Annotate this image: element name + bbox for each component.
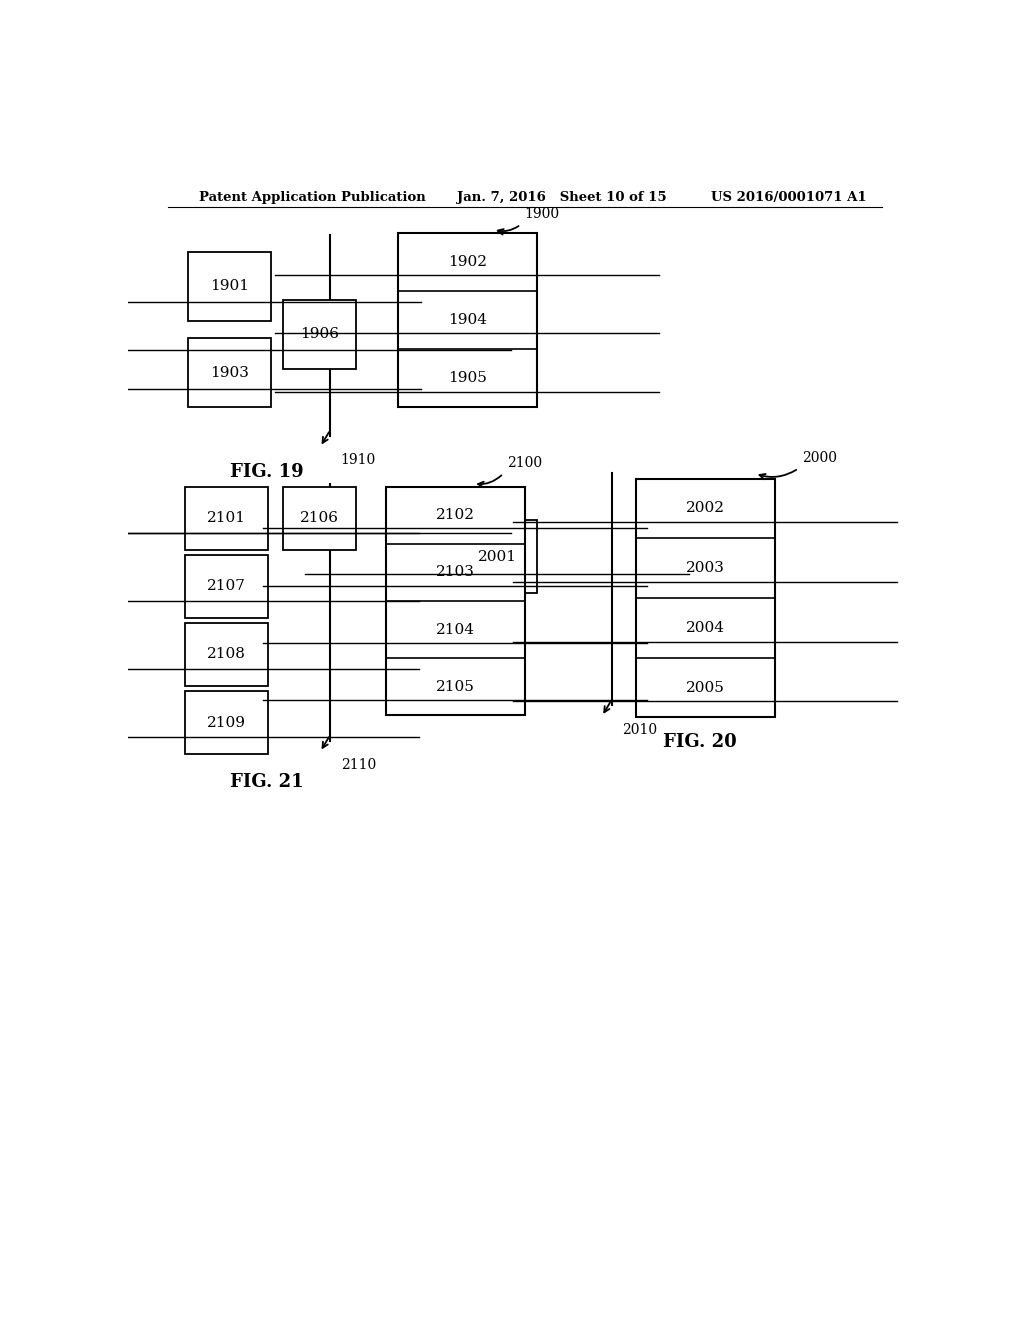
Text: 1904: 1904 [447, 313, 486, 327]
Text: 2001: 2001 [477, 550, 516, 564]
Bar [283, 487, 355, 549]
Text: Jan. 7, 2016   Sheet 10 of 15: Jan. 7, 2016 Sheet 10 of 15 [458, 190, 667, 203]
Text: 1910: 1910 [341, 453, 376, 467]
Text: FIG. 20: FIG. 20 [663, 733, 736, 751]
Bar [187, 252, 270, 321]
Text: 1906: 1906 [300, 327, 339, 342]
Bar [187, 338, 270, 408]
Text: 2110: 2110 [341, 758, 376, 772]
Text: US 2016/0001071 A1: US 2016/0001071 A1 [712, 190, 867, 203]
Text: FIG. 19: FIG. 19 [230, 463, 304, 482]
Text: 2106: 2106 [300, 511, 339, 525]
Text: 2103: 2103 [436, 565, 475, 579]
Text: Patent Application Publication: Patent Application Publication [200, 190, 426, 203]
Text: 2003: 2003 [686, 561, 725, 576]
Text: 2100: 2100 [507, 457, 543, 470]
Bar [283, 300, 355, 368]
Text: 1903: 1903 [210, 366, 249, 380]
Text: 1901: 1901 [210, 280, 249, 293]
Bar [386, 487, 524, 715]
Text: 2108: 2108 [208, 647, 246, 661]
Text: 2102: 2102 [436, 508, 475, 523]
Bar [185, 554, 268, 618]
Text: 2101: 2101 [207, 511, 247, 525]
Text: 2002: 2002 [686, 502, 725, 515]
Text: 1900: 1900 [524, 207, 560, 222]
Bar [185, 690, 268, 754]
Text: 2010: 2010 [622, 722, 656, 737]
Bar [636, 479, 775, 718]
Text: 2005: 2005 [686, 681, 725, 694]
Bar [185, 623, 268, 686]
Bar [397, 232, 537, 408]
Text: 2107: 2107 [208, 579, 246, 593]
Text: 1905: 1905 [447, 371, 486, 385]
Text: FIG. 21: FIG. 21 [230, 774, 304, 791]
Text: 1902: 1902 [447, 255, 486, 269]
Text: 2105: 2105 [436, 680, 475, 694]
Text: 2104: 2104 [436, 623, 475, 636]
Text: 2000: 2000 [803, 451, 838, 466]
Bar [458, 520, 537, 594]
Text: 2109: 2109 [207, 715, 247, 730]
Bar [185, 487, 268, 549]
Text: 2004: 2004 [686, 620, 725, 635]
